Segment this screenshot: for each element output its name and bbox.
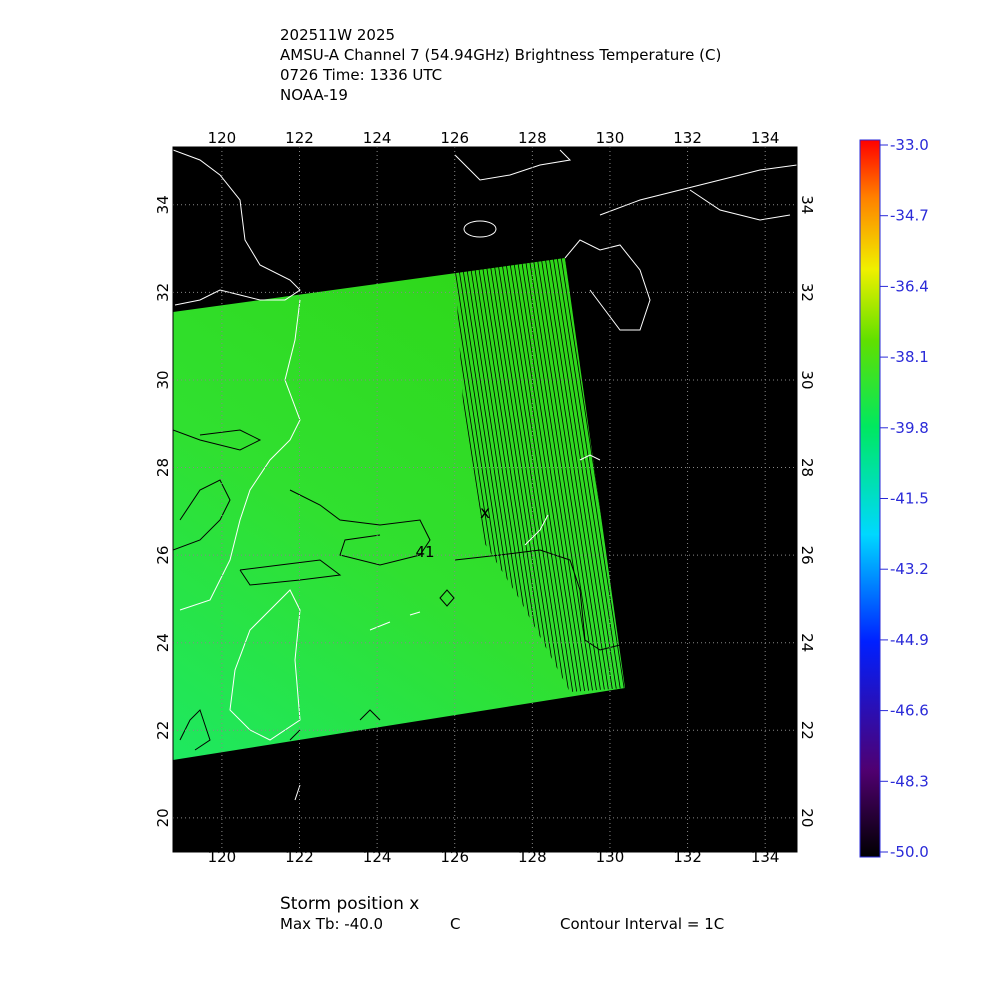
max-tb: Max Tb: -40.0 — [280, 915, 383, 933]
hatch-line — [507, 258, 579, 692]
header-line: 0726 Time: 1336 UTC — [280, 66, 442, 84]
lon-tick-label: 124 — [363, 129, 392, 147]
header-line: NOAA-19 — [280, 86, 348, 104]
hatch-line — [551, 258, 623, 692]
colorbar-tick-label: -43.2 — [890, 560, 929, 578]
lon-tick-label: 132 — [673, 129, 702, 147]
lat-tick-label: 34 — [798, 195, 816, 214]
hatch-line — [515, 258, 587, 692]
lon-tick-label: 126 — [440, 848, 469, 866]
hatch-line — [523, 258, 595, 692]
colorbar-tick-label: -34.7 — [890, 207, 929, 225]
hatch-line — [543, 258, 615, 692]
lat-tick-label: 20 — [154, 808, 172, 827]
colorbar-tick-label: -39.8 — [890, 419, 929, 437]
colorbar-tick-label: -48.3 — [890, 772, 929, 790]
hatch-line — [535, 258, 607, 692]
hatch-line — [511, 258, 583, 692]
lat-tick-label: 32 — [798, 283, 816, 302]
lat-tick-label: 20 — [798, 808, 816, 827]
header-line: AMSU-A Channel 7 (54.94GHz) Brightness T… — [280, 46, 721, 64]
storm-marker: x — [480, 503, 490, 523]
lat-tick-label: 28 — [154, 458, 172, 477]
lon-tick-label: 132 — [673, 848, 702, 866]
contour-interval: Contour Interval = 1C — [560, 915, 724, 933]
hatch-line — [503, 258, 575, 692]
lat-tick-label: 24 — [798, 633, 816, 652]
colorbar-tick-label: -46.6 — [890, 702, 929, 720]
colorbar-tick-label: -50.0 — [890, 843, 929, 861]
lat-tick-label: 34 — [154, 195, 172, 214]
colorbar-scale — [859, 139, 881, 858]
lat-tick-label: 22 — [154, 721, 172, 740]
grid — [173, 147, 797, 852]
lat-tick-label: 28 — [798, 458, 816, 477]
lon-tick-label: 126 — [440, 129, 469, 147]
hatch-line — [495, 258, 567, 692]
colorbar-tick-label: -44.9 — [890, 631, 929, 649]
hatch-line — [547, 258, 619, 692]
lon-tick-label: 134 — [751, 848, 780, 866]
lon-tick-label: 124 — [363, 848, 392, 866]
hatch-line — [527, 258, 599, 692]
hatch-line — [555, 258, 625, 692]
lon-tick-label: 134 — [751, 129, 780, 147]
lat-tick-label: 24 — [154, 633, 172, 652]
hatch-line — [483, 258, 555, 692]
colorbar-tick-label: -38.1 — [890, 348, 929, 366]
contours — [173, 429, 621, 751]
lon-tick-label: 130 — [596, 848, 625, 866]
map-frame — [172, 146, 798, 853]
lon-tick-label: 130 — [596, 129, 625, 147]
lon-tick-label: 120 — [208, 848, 237, 866]
lat-tick-label: 30 — [154, 370, 172, 389]
hatch-line — [531, 258, 603, 692]
lat-tick-label: 30 — [798, 370, 816, 389]
hatch-line — [519, 258, 591, 692]
lat-tick-label: 32 — [154, 283, 172, 302]
lat-tick-label: 26 — [154, 546, 172, 565]
colorbar-tick-label: -33.0 — [890, 136, 929, 154]
lon-tick-label: 122 — [285, 129, 314, 147]
colorbar-tick-label: -36.4 — [890, 277, 929, 295]
header-line: 202511W 2025 — [280, 26, 395, 44]
hatch-line — [499, 258, 571, 692]
map — [173, 147, 797, 852]
hatch-line — [475, 258, 547, 692]
colorbar: -33.0 -34.7 -36.4 -38.1 -39.8 -41.5 -43.2 -44.9… — [859, 136, 929, 861]
lon-tick-label: 122 — [285, 848, 314, 866]
storm-position: Storm position x — [280, 894, 419, 914]
lon-tick-label: 128 — [518, 848, 547, 866]
hatch-line — [487, 258, 559, 692]
lat-tick-label: 22 — [798, 721, 816, 740]
hatch-line — [479, 258, 551, 692]
hatch-line — [539, 258, 611, 692]
contour-label: 41 — [415, 543, 434, 561]
lon-tick-label: 120 — [208, 129, 237, 147]
max-tb-unit: C — [450, 915, 460, 933]
colorbar-tick-label: -41.5 — [890, 490, 929, 508]
hatch-line — [491, 258, 563, 692]
lon-tick-label: 128 — [518, 129, 547, 147]
lat-tick-label: 26 — [798, 546, 816, 565]
